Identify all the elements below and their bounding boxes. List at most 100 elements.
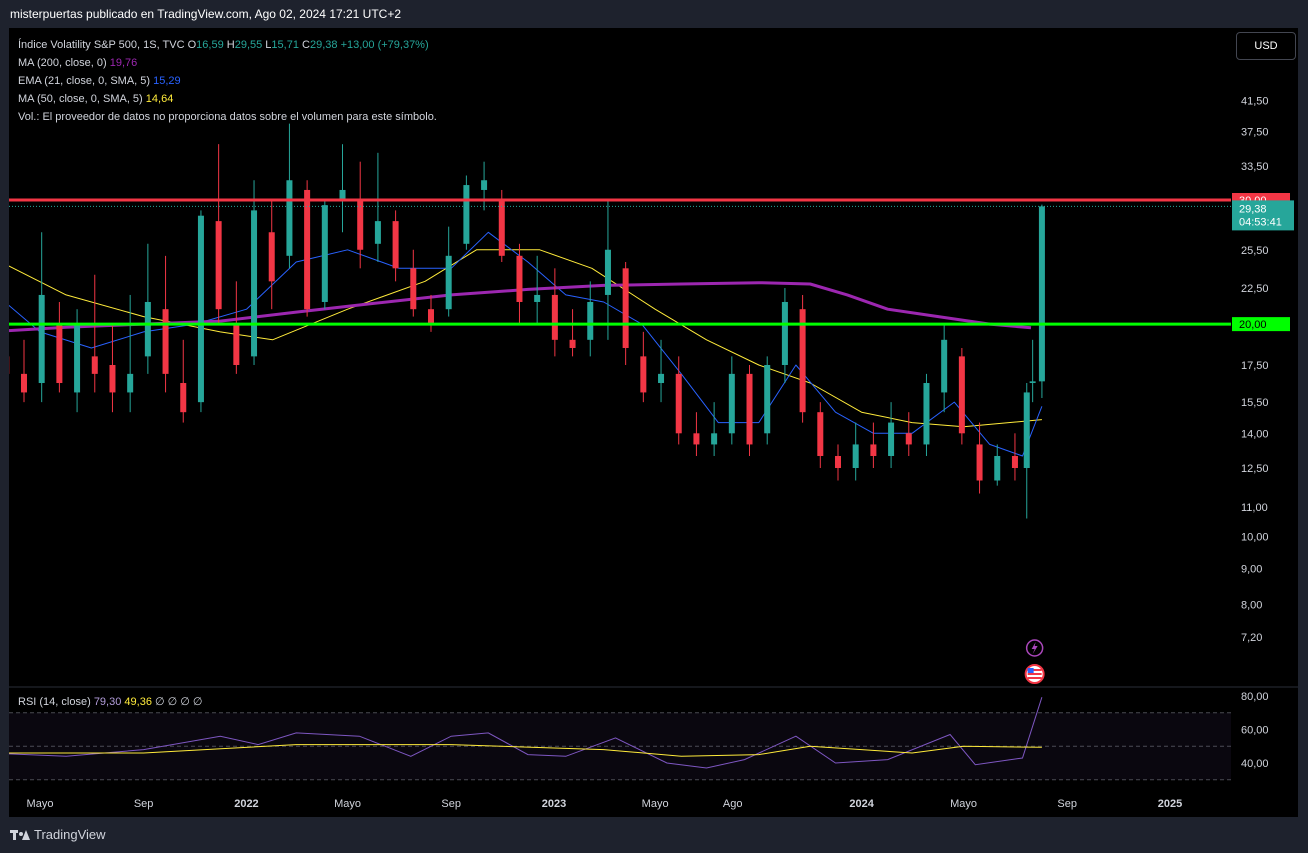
candle-body: [958, 356, 965, 434]
lightning-event-icon: [1025, 639, 1044, 657]
candle-body: [834, 455, 841, 468]
candle-body: [74, 324, 81, 393]
candle-body: [746, 373, 753, 445]
y-tick-label: 22,50: [1241, 283, 1269, 295]
candle-body: [56, 324, 63, 384]
candle: [20, 339, 27, 403]
symbol-label: Índice Volatility S&P 500, 1S, TVC: [18, 39, 185, 51]
y-tick-label: 9,00: [1241, 564, 1262, 576]
candle: [569, 309, 576, 357]
ma200-label: MA (200, close, 0): [18, 57, 107, 69]
candle-body: [658, 373, 665, 384]
candle: [251, 180, 258, 365]
candle-body: [516, 255, 523, 302]
ema-legend-row[interactable]: EMA (21, close, 0, SMA, 5) 15,29: [18, 72, 437, 90]
candle-body: [162, 309, 169, 374]
us-flag-icon-stripe: [1027, 677, 1042, 679]
publisher-text: misterpuertas publicado en TradingView.c…: [10, 7, 402, 21]
rsi-line: [9, 697, 1043, 769]
candle-body: [127, 373, 134, 393]
ma50-value: 14,64: [145, 93, 174, 105]
candle-body: [321, 205, 328, 302]
last-price-label: 29,38: [1239, 203, 1267, 215]
x-tick-label: 2024: [849, 798, 874, 810]
x-tick-label: Mayo: [27, 798, 54, 810]
candle: [746, 364, 753, 456]
candle: [38, 232, 45, 403]
volume-legend-row[interactable]: Vol.: El proveedor de datos no proporcio…: [18, 108, 437, 126]
countdown-label: 04:53:41: [1239, 216, 1282, 228]
candle: [711, 402, 718, 456]
rsi-ma-line: [9, 744, 1042, 757]
ma200-line: [9, 281, 1032, 333]
candle: [144, 243, 151, 374]
candle-body: [587, 301, 594, 340]
y-tick-label: 14,00: [1241, 428, 1269, 440]
candle: [781, 288, 788, 384]
us-flag-icon-canton: [1027, 668, 1034, 673]
x-tick-label: Mayo: [950, 798, 977, 810]
candle-body: [445, 255, 452, 310]
us-flag-icon-stripe: [1027, 669, 1042, 671]
candle: [339, 144, 346, 233]
y-tick-label: 25,50: [1241, 245, 1269, 257]
candle-body: [711, 433, 718, 445]
candle-body: [870, 444, 877, 456]
ohlc-o-label: O: [187, 39, 197, 51]
candle-body: [781, 301, 788, 365]
y-tick-label: 12,50: [1241, 463, 1269, 475]
rsi-legend[interactable]: RSI (14, close) 79,30 49,36 ∅ ∅ ∅ ∅: [18, 695, 203, 708]
rsi-tick-label: 80,00: [1241, 691, 1269, 703]
candle: [268, 200, 275, 310]
candle: [941, 324, 948, 413]
x-tick-label: Sep: [134, 798, 154, 810]
candle-body: [534, 294, 541, 302]
ema-value: 15,29: [153, 75, 181, 87]
currency-button[interactable]: USD: [1236, 32, 1296, 60]
candle: [640, 331, 647, 403]
candle: [675, 356, 682, 445]
hline-label: 20,00: [1239, 319, 1267, 331]
candle: [870, 422, 877, 468]
candle: [551, 268, 558, 357]
candle: [1023, 383, 1030, 519]
candle-body: [20, 373, 27, 393]
candle: [481, 161, 488, 211]
top-bar: misterpuertas publicado en TradingView.c…: [0, 0, 1308, 28]
lightning-event-icon-bolt: [1031, 642, 1038, 654]
candle: [392, 210, 399, 282]
candle: [994, 444, 1001, 486]
candle: [357, 161, 364, 269]
ma200-legend-row[interactable]: MA (200, close, 0) 19,76: [18, 54, 437, 72]
candle-body: [268, 232, 275, 282]
ma50-line: [9, 249, 1042, 428]
y-tick-label: 33,50: [1241, 161, 1269, 173]
candle-body: [233, 324, 240, 365]
y-tick-label: 10,00: [1241, 531, 1269, 543]
chart-frame[interactable]: 41,50 37,50 33,50 25,50 22,50 17,50 15,50 14,00…: [9, 28, 1298, 817]
chart-canvas[interactable]: 41,50 37,50 33,50 25,50 22,50 17,50 15,50 14,00…: [9, 28, 1298, 817]
ma50-legend-row[interactable]: MA (50, close, 0, SMA, 5) 14,64: [18, 90, 437, 108]
candle: [74, 309, 81, 413]
candle: [56, 301, 63, 393]
candle: [304, 180, 311, 317]
candle: [127, 294, 134, 413]
candle-body: [799, 309, 806, 413]
candle-body: [463, 185, 470, 244]
y-tick-label: 7,20: [1241, 632, 1262, 644]
candle: [852, 422, 859, 481]
candle: [728, 356, 735, 445]
ohlc-o-value: 16,59: [196, 39, 224, 51]
candle: [1029, 339, 1036, 403]
symbol-legend-row[interactable]: Índice Volatility S&P 500, 1S, TVC O16,5…: [18, 36, 437, 54]
candle-body: [693, 433, 700, 445]
candle-body: [764, 364, 771, 434]
x-tick-label: Mayo: [642, 798, 669, 810]
candle: [180, 339, 187, 423]
tradingview-logo[interactable]: TradingView: [10, 827, 106, 842]
y-tick-label: 41,50: [1241, 96, 1269, 108]
rsi-value: 79,30: [93, 696, 122, 708]
candle-body: [905, 433, 912, 445]
candle: [233, 281, 240, 374]
candle-body: [144, 301, 151, 357]
